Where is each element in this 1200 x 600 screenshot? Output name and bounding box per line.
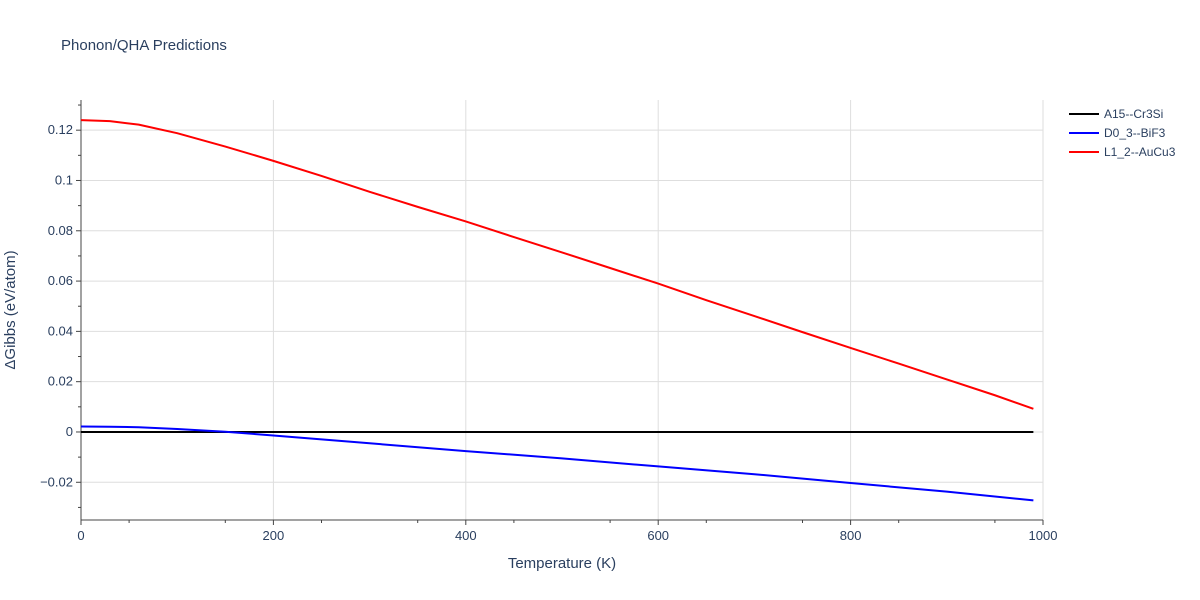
x-tick-label: 0 xyxy=(77,528,84,543)
y-axis-title: ΔGibbs (eV/atom) xyxy=(2,250,19,369)
y-tick-label: 0.1 xyxy=(55,172,73,187)
series-lines xyxy=(80,119,1034,502)
series-line-d0-3-bif3 xyxy=(80,425,1034,502)
x-tick-label: 1000 xyxy=(1029,528,1058,543)
x-axis-title: Temperature (K) xyxy=(508,555,616,572)
y-tick-label: 0.02 xyxy=(48,374,73,389)
x-tick-label: 400 xyxy=(455,528,477,543)
x-axis-ticks: 0 200 400 600 800 1000 xyxy=(77,520,1057,543)
legend: A15--Cr3Si D0_3--BiF3 L1_2--AuCu3 xyxy=(1069,107,1176,159)
y-tick-label: 0.06 xyxy=(48,273,73,288)
chart-title: Phonon/QHA Predictions xyxy=(61,37,227,54)
x-tick-label: 200 xyxy=(263,528,285,543)
legend-label: A15--Cr3Si xyxy=(1104,107,1163,121)
series-line-l1-2-aucu3 xyxy=(80,119,1034,410)
y-tick-label: 0 xyxy=(66,424,73,439)
x-tick-label: 800 xyxy=(840,528,862,543)
legend-label: L1_2--AuCu3 xyxy=(1104,145,1176,159)
gridlines xyxy=(81,100,1044,520)
y-tick-label: 0.08 xyxy=(48,223,73,238)
axes xyxy=(80,100,1043,521)
y-tick-label: −0.02 xyxy=(40,474,73,489)
y-tick-label: 0.04 xyxy=(48,323,73,338)
x-tick-label: 600 xyxy=(647,528,669,543)
y-axis-ticks: −0.02 0 0.02 0.04 0.06 0.08 0.1 0.12 xyxy=(40,104,81,508)
y-tick-label: 0.12 xyxy=(48,122,73,137)
legend-label: D0_3--BiF3 xyxy=(1104,126,1166,140)
